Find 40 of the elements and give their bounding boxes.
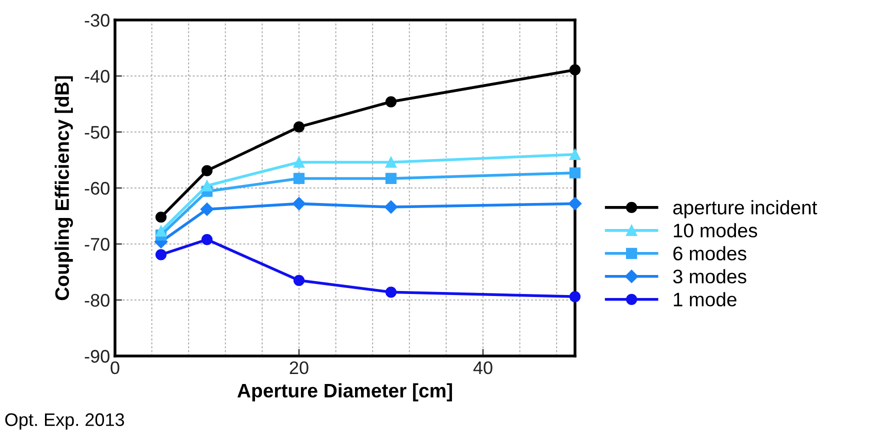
text: Opt. Exp. 2013 (5, 413, 124, 430)
x-tick-label: 40 (473, 361, 492, 374)
y-tick-label: -30 (84, 14, 110, 27)
y-tick-label: -80 (84, 294, 110, 307)
point (385, 96, 397, 108)
legend-label: aperture incident (673, 200, 818, 218)
point (569, 291, 581, 302)
legend-label: 10 modes (674, 223, 758, 238)
point (200, 202, 214, 216)
point (293, 274, 305, 286)
point (201, 165, 213, 176)
x-tick-label: 0 (110, 361, 120, 374)
x-axis-title: Aperture Diameter [cm] (237, 383, 452, 402)
point (385, 172, 397, 184)
y-tick-label: -40 (84, 70, 110, 83)
point (155, 226, 167, 237)
y-tick-label: -60 (84, 182, 110, 195)
point (568, 197, 582, 210)
legend-label: 6 modes (673, 246, 746, 260)
y-tick-label: -90 (84, 350, 110, 363)
point (569, 148, 581, 160)
point (569, 167, 581, 178)
point (569, 64, 581, 76)
point (292, 197, 306, 210)
point (293, 156, 305, 168)
point (201, 180, 213, 192)
point (155, 212, 167, 223)
y-tick-label: -50 (84, 126, 110, 139)
point (293, 121, 305, 133)
point (384, 200, 398, 214)
y-axis-title: Coupling Efficiency [dB] (54, 76, 73, 300)
y-tick-label: -70 (84, 238, 110, 251)
point (385, 156, 397, 168)
point (201, 234, 213, 246)
legend-label: 3 modes (673, 269, 746, 284)
legend-label: 1 mode (674, 292, 736, 306)
x-tick-label: 20 (290, 361, 308, 374)
point (385, 286, 397, 298)
point (155, 249, 167, 260)
point (293, 172, 305, 184)
